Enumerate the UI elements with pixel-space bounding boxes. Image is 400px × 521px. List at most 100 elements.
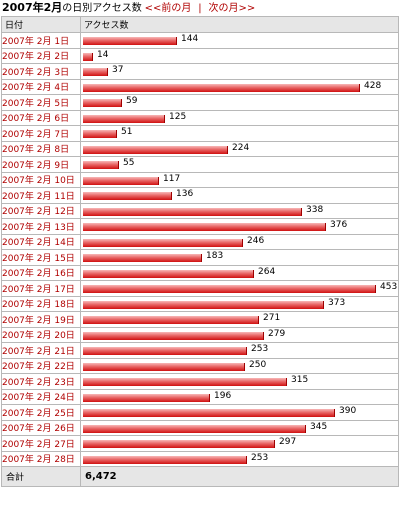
access-count: 144 — [181, 34, 199, 44]
date-link[interactable]: 2007年 2月 26日 — [2, 424, 75, 435]
date-cell: 2007年 2月 2日 — [1, 47, 81, 64]
date-cell: 2007年 2月 13日 — [1, 218, 81, 235]
next-month-link[interactable]: 次の月>> — [208, 3, 256, 14]
table-row: 2007年 2月 23日 315 — [1, 373, 399, 390]
date-cell: 2007年 2月 7日 — [1, 125, 81, 142]
access-count: 345 — [310, 421, 328, 432]
date-cell: 2007年 2月 8日 — [1, 140, 81, 157]
access-bar — [83, 145, 228, 154]
date-link[interactable]: 2007年 2月 17日 — [2, 284, 75, 295]
table-row: 2007年 2月 26日 345 — [1, 419, 399, 436]
access-bar-cell: 250 — [80, 357, 399, 374]
date-cell: 2007年 2月 10日 — [1, 171, 81, 188]
date-link[interactable]: 2007年 2月 16日 — [2, 269, 75, 280]
date-link[interactable]: 2007年 2月 18日 — [2, 300, 75, 311]
table-row: 2007年 2月 24日 196 — [1, 388, 399, 405]
total-label: 合計 — [1, 466, 81, 487]
date-link[interactable]: 2007年 2月 9日 — [2, 160, 70, 171]
date-cell: 2007年 2月 15日 — [1, 249, 81, 266]
date-cell: 2007年 2月 19日 — [1, 311, 81, 328]
date-link[interactable]: 2007年 2月 27日 — [2, 439, 75, 450]
access-bar-cell: 196 — [80, 388, 399, 405]
access-bar — [83, 223, 326, 231]
access-count: 55 — [123, 158, 135, 168]
date-cell: 2007年 2月 27日 — [1, 435, 81, 452]
access-count: 253 — [251, 452, 269, 463]
access-count: 246 — [247, 235, 265, 246]
access-bar — [83, 207, 302, 216]
date-link[interactable]: 2007年 2月 20日 — [2, 331, 75, 342]
access-count: 196 — [214, 390, 232, 401]
date-link[interactable]: 2007年 2月 14日 — [2, 238, 75, 249]
table-row: 2007年 2月 20日 279 — [1, 326, 399, 343]
table-row: 2007年 2月 19日 271 — [1, 311, 399, 328]
date-link[interactable]: 2007年 2月 13日 — [2, 222, 75, 233]
date-link[interactable]: 2007年 2月 6日 — [2, 114, 70, 125]
date-link[interactable]: 2007年 2月 25日 — [2, 408, 75, 419]
date-link[interactable]: 2007年 2月 12日 — [2, 207, 75, 218]
date-link[interactable]: 2007年 2月 3日 — [2, 67, 70, 78]
access-bar — [83, 393, 210, 402]
date-cell: 2007年 2月 17日 — [1, 280, 81, 297]
date-link[interactable]: 2007年 2月 28日 — [2, 455, 75, 466]
date-cell: 2007年 2月 6日 — [1, 109, 81, 126]
table-row: 2007年 2月 27日 297 — [1, 435, 399, 452]
date-cell: 2007年 2月 16日 — [1, 264, 81, 281]
date-cell: 2007年 2月 25日 — [1, 404, 81, 421]
date-link[interactable]: 2007年 2月 10日 — [2, 176, 75, 187]
access-bar-cell: 338 — [80, 202, 399, 219]
total-value: 6,472 — [80, 466, 399, 487]
access-bar-cell: 264 — [80, 264, 399, 281]
table-row: 2007年 2月 3日 37 — [1, 63, 399, 80]
date-cell: 2007年 2月 22日 — [1, 357, 81, 374]
date-link[interactable]: 2007年 2月 21日 — [2, 346, 75, 357]
prev-month-link[interactable]: <<前の月 — [144, 3, 192, 14]
access-count: 250 — [249, 359, 267, 370]
access-bar-cell: 246 — [80, 233, 399, 250]
access-bar-cell: 428 — [80, 78, 399, 95]
access-bar — [83, 176, 159, 185]
access-bar — [83, 347, 247, 355]
access-bar-cell: 37 — [80, 63, 399, 80]
access-count: 297 — [279, 437, 297, 447]
page-subtitle: の日別アクセス数 — [62, 3, 142, 14]
access-count: 279 — [268, 328, 286, 339]
date-link[interactable]: 2007年 2月 2日 — [2, 52, 70, 63]
table-row: 2007年 2月 5日 59 — [1, 94, 399, 111]
date-link[interactable]: 2007年 2月 22日 — [2, 362, 75, 373]
page-title-bar: 2007年2月の日別アクセス数 <<前の月 | 次の月>> — [2, 0, 255, 15]
date-link[interactable]: 2007年 2月 11日 — [2, 191, 75, 202]
access-bar — [83, 83, 360, 92]
access-bar-cell: 279 — [80, 326, 399, 343]
access-bar-cell: 315 — [80, 373, 399, 390]
date-link[interactable]: 2007年 2月 7日 — [2, 129, 70, 140]
table-row: 2007年 2月 13日 376 — [1, 218, 399, 235]
date-cell: 2007年 2月 26日 — [1, 419, 81, 436]
table-row: 2007年 2月 25日 390 — [1, 404, 399, 421]
date-link[interactable]: 2007年 2月 5日 — [2, 98, 70, 109]
access-bar — [83, 254, 202, 262]
access-count: 315 — [291, 375, 309, 385]
date-link[interactable]: 2007年 2月 15日 — [2, 253, 75, 264]
date-link[interactable]: 2007年 2月 19日 — [2, 315, 75, 326]
date-link[interactable]: 2007年 2月 4日 — [2, 83, 70, 94]
date-link[interactable]: 2007年 2月 8日 — [2, 145, 70, 156]
date-cell: 2007年 2月 1日 — [1, 32, 81, 49]
access-bar — [83, 192, 172, 200]
access-bar — [83, 52, 93, 61]
access-count: 136 — [176, 189, 194, 199]
date-cell: 2007年 2月 18日 — [1, 295, 81, 312]
date-link[interactable]: 2007年 2月 24日 — [2, 393, 75, 404]
date-link[interactable]: 2007年 2月 1日 — [2, 36, 70, 47]
date-cell: 2007年 2月 14日 — [1, 233, 81, 250]
table-row: 2007年 2月 17日 453 — [1, 280, 399, 297]
date-link[interactable]: 2007年 2月 23日 — [2, 377, 75, 388]
access-count: 253 — [251, 344, 269, 354]
access-count: 37 — [112, 65, 124, 75]
access-bar-cell: 117 — [80, 171, 399, 188]
table-row: 2007年 2月 4日 428 — [1, 78, 399, 95]
table-row: 2007年 2月 6日 125 — [1, 109, 399, 126]
access-count: 117 — [163, 173, 181, 184]
access-bar — [83, 424, 306, 433]
access-bar-cell: 453 — [80, 280, 399, 297]
